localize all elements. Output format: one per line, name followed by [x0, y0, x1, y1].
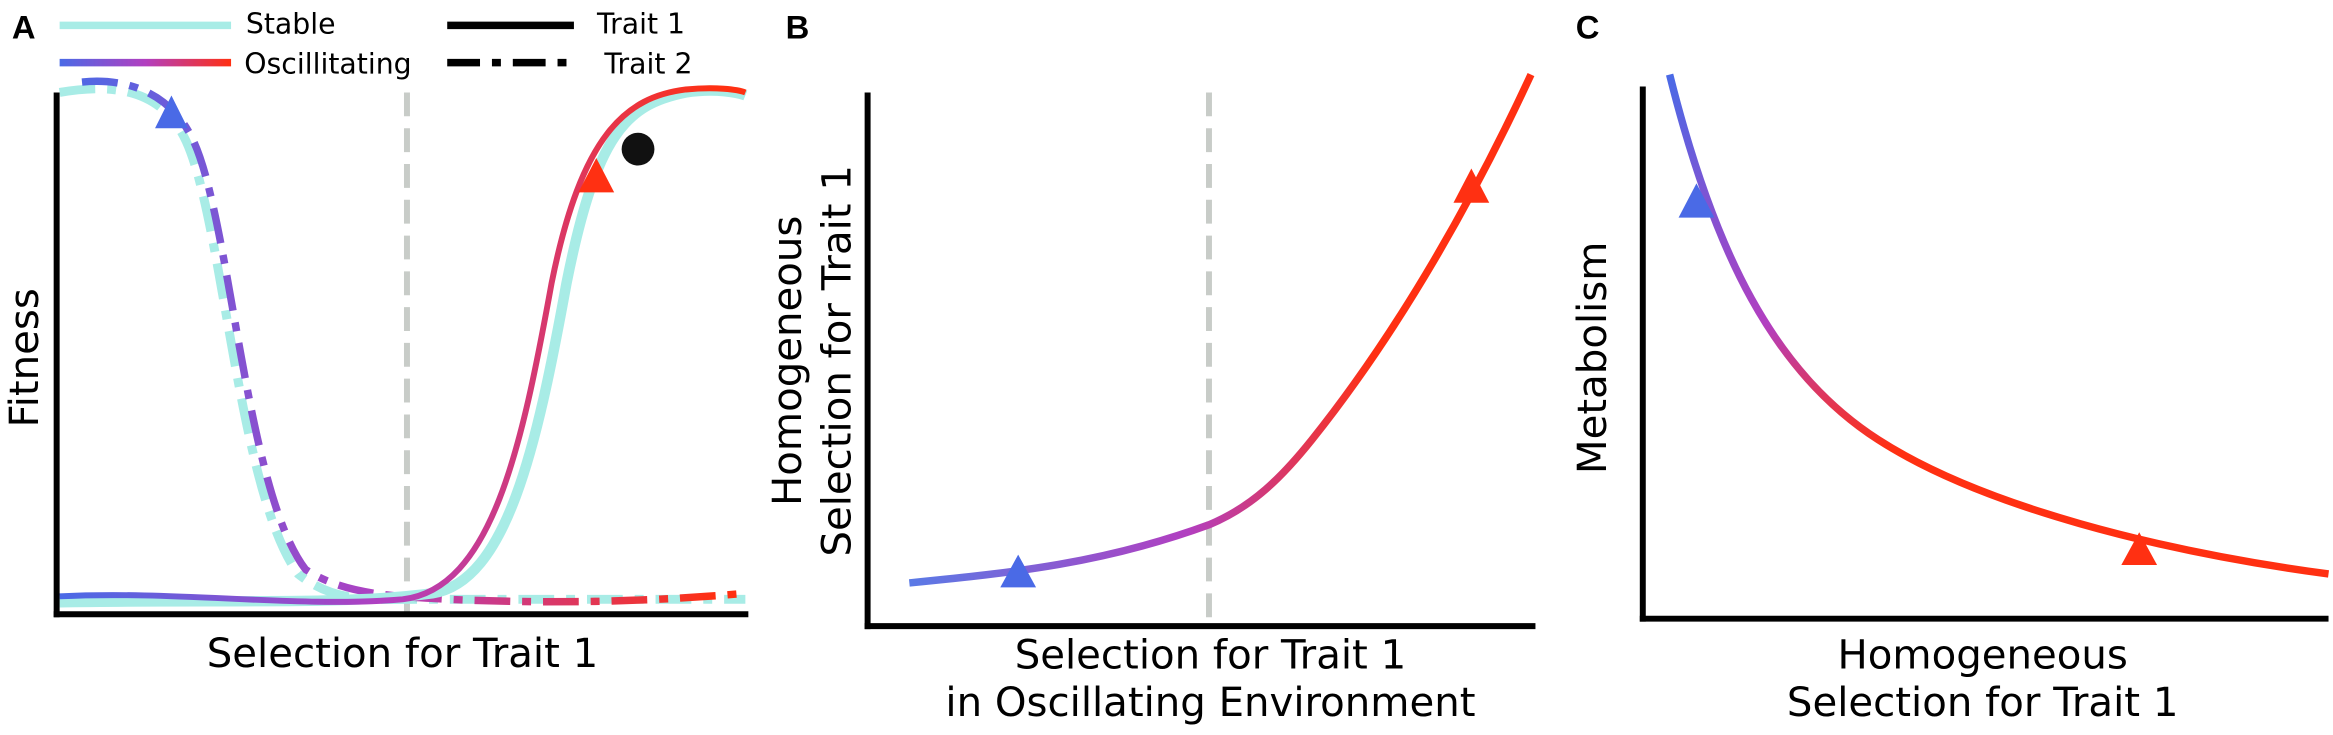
marker [155, 95, 188, 129]
x-axis-label: Homogeneous [1838, 632, 2128, 678]
legend-label: Trait 1 [596, 7, 685, 40]
legend-label: Stable [246, 7, 336, 40]
y-axis-label: Homogeneous [765, 216, 811, 506]
stable-trait2 [58, 84, 746, 605]
curve [908, 73, 1535, 587]
panel-label: A [12, 9, 36, 46]
marker [2121, 532, 2158, 566]
x-axis-label: Selection for Trait 1 [1015, 632, 1407, 678]
legend-label: Oscillitating [244, 48, 411, 81]
x-axis-label: Selection for Trait 1 [1787, 680, 2179, 726]
x-axis-label: Selection for Trait 1 [207, 631, 599, 677]
y-axis-label: Selection for Trait 1 [814, 165, 860, 557]
marker [578, 158, 615, 193]
curve [1666, 73, 2330, 578]
oscillating-trait1 [59, 85, 747, 605]
y-axis-label: Metabolism [1570, 242, 1616, 475]
panel-label: C [1576, 9, 1600, 46]
y-axis-label: Fitness [2, 288, 48, 427]
marker [1000, 554, 1037, 588]
marker [621, 132, 655, 166]
legend-label: Trait 2 [603, 48, 692, 81]
panel-label: B [786, 9, 810, 46]
marker [1678, 183, 1715, 218]
x-axis-label: in Oscillating Environment [945, 680, 1475, 726]
marker [1453, 168, 1490, 203]
stable-trait1 [59, 85, 748, 608]
